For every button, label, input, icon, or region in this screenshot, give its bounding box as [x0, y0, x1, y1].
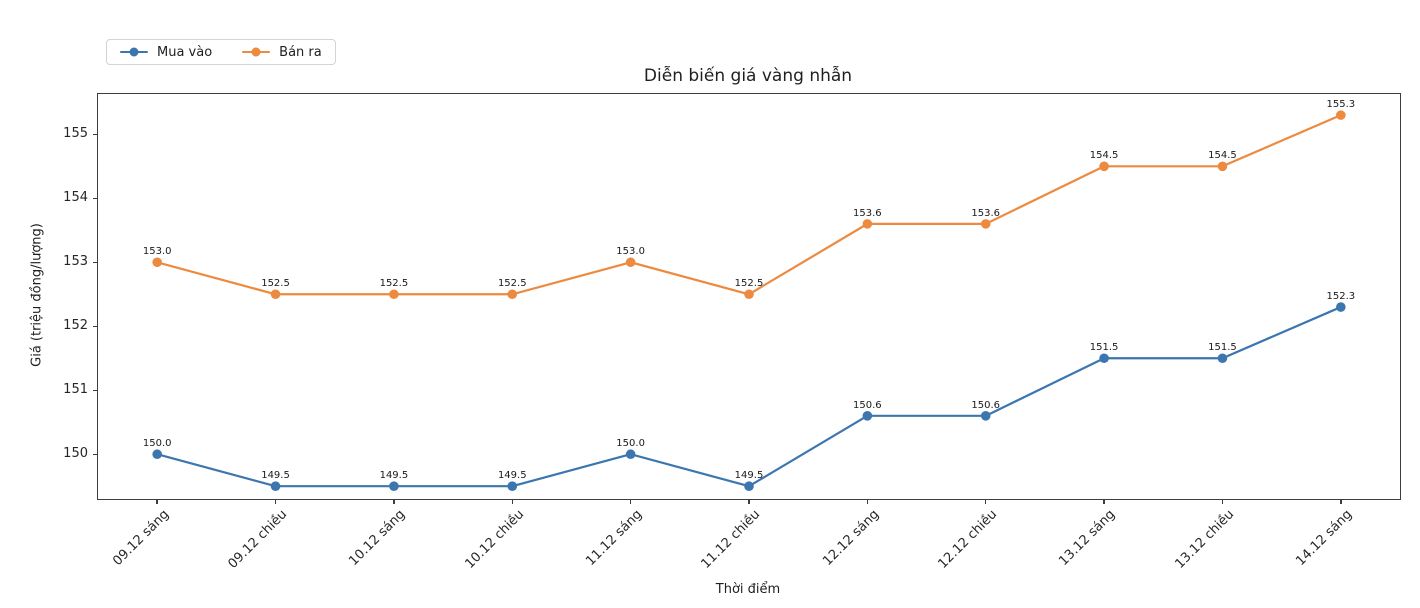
y-tick-mark: [93, 389, 97, 391]
data-point-label: 153.0: [142, 246, 172, 258]
data-point: [625, 449, 636, 460]
x-tick-mark: [1340, 500, 1342, 504]
data-point-label: 150.0: [142, 438, 172, 450]
y-tick-label: 151: [63, 382, 88, 398]
data-point-label: 149.5: [379, 470, 409, 482]
y-tick-label: 150: [63, 446, 88, 462]
data-point-label: 151.5: [1208, 342, 1237, 354]
x-tick-mark: [985, 500, 987, 504]
y-tick-label: 153: [63, 254, 88, 270]
data-point: [270, 289, 281, 300]
data-point-label: 151.5: [1089, 342, 1119, 354]
x-tick-mark: [748, 500, 750, 504]
data-point: [152, 449, 162, 460]
legend-marker-line: [242, 47, 271, 57]
legend: Mua vào Bán ra: [106, 39, 336, 65]
data-point: [507, 289, 518, 300]
data-point-label: 150.6: [853, 399, 882, 411]
x-tick-mark: [274, 500, 277, 504]
data-point-label: 153.6: [971, 207, 1001, 219]
y-tick-mark: [93, 453, 97, 455]
x-axis-label: Thời điểm: [715, 582, 781, 597]
chart-canvas: [152, 110, 1346, 492]
data-point-label: 150.0: [616, 438, 645, 450]
data-point-label: 155.3: [1326, 99, 1356, 111]
y-tick-mark: [93, 325, 97, 327]
x-tick-mark: [1103, 500, 1105, 504]
data-point: [389, 289, 399, 300]
legend-marker-dot: [251, 47, 261, 57]
y-tick-label: 152: [63, 318, 88, 334]
data-point-label: 154.5: [1208, 150, 1237, 162]
data-point-label: 152.5: [497, 278, 527, 290]
data-point-label: 153.6: [853, 207, 882, 219]
plot-area: 150 151 152 153 154 155 09.12 sáng 09.12 chiều 1…: [63, 93, 1401, 572]
y-tick-mark: [93, 261, 97, 263]
data-point: [980, 219, 991, 229]
legend-marker-line: [120, 47, 148, 57]
series-line-mua-vào: [156, 306, 1342, 488]
x-tick-mark: [629, 500, 632, 504]
y-axis-label: Giá (triệu đồng/lượng): [29, 223, 45, 367]
legend-item-ban-ra: Bán ra: [242, 45, 322, 60]
x-tick-mark: [1221, 500, 1224, 504]
data-point-label: 149.5: [497, 470, 527, 482]
data-point-label: 152.3: [1326, 291, 1356, 303]
y-tick-mark: [93, 197, 97, 199]
data-point-label: 150.6: [971, 399, 1001, 411]
data-point-label: 153.0: [616, 246, 645, 258]
data-point-label: 152.5: [734, 278, 764, 290]
data-point: [1217, 161, 1228, 172]
data-point-label: 149.5: [261, 470, 290, 482]
data-point: [625, 257, 636, 268]
data-point: [980, 411, 991, 421]
data-point: [1217, 353, 1228, 364]
x-tick-mark: [156, 500, 158, 504]
data-point: [862, 219, 873, 229]
series-line-bán-ra: [156, 114, 1342, 296]
x-tick-mark: [511, 500, 513, 504]
y-tick-label: 154: [63, 190, 88, 206]
data-point: [389, 481, 399, 492]
legend-item-label: Mua vào: [157, 44, 213, 60]
chart-title: Diễn biến giá vàng nhẫn: [643, 66, 853, 86]
data-point: [862, 411, 873, 421]
data-point: [507, 481, 518, 492]
data-point: [744, 289, 754, 300]
data-point: [1099, 353, 1109, 364]
data-point-label: 154.5: [1089, 150, 1119, 162]
x-tick-mark: [866, 500, 869, 504]
y-tick-mark: [93, 133, 97, 135]
data-point-label: 152.5: [261, 278, 290, 290]
data-point: [1336, 302, 1346, 312]
data-point: [1099, 161, 1109, 172]
data-point: [1336, 110, 1346, 120]
data-point: [744, 481, 754, 492]
legend-item-mua-vao: Mua vào: [120, 45, 212, 60]
data-point: [270, 481, 281, 492]
legend-marker-dot: [129, 47, 139, 57]
x-tick-mark: [393, 500, 395, 504]
data-point: [152, 257, 162, 268]
legend-item-label: Bán ra: [279, 44, 322, 60]
data-point-label: 152.5: [379, 278, 409, 290]
data-point-label: 149.5: [734, 470, 764, 482]
y-tick-label: 155: [63, 126, 88, 142]
